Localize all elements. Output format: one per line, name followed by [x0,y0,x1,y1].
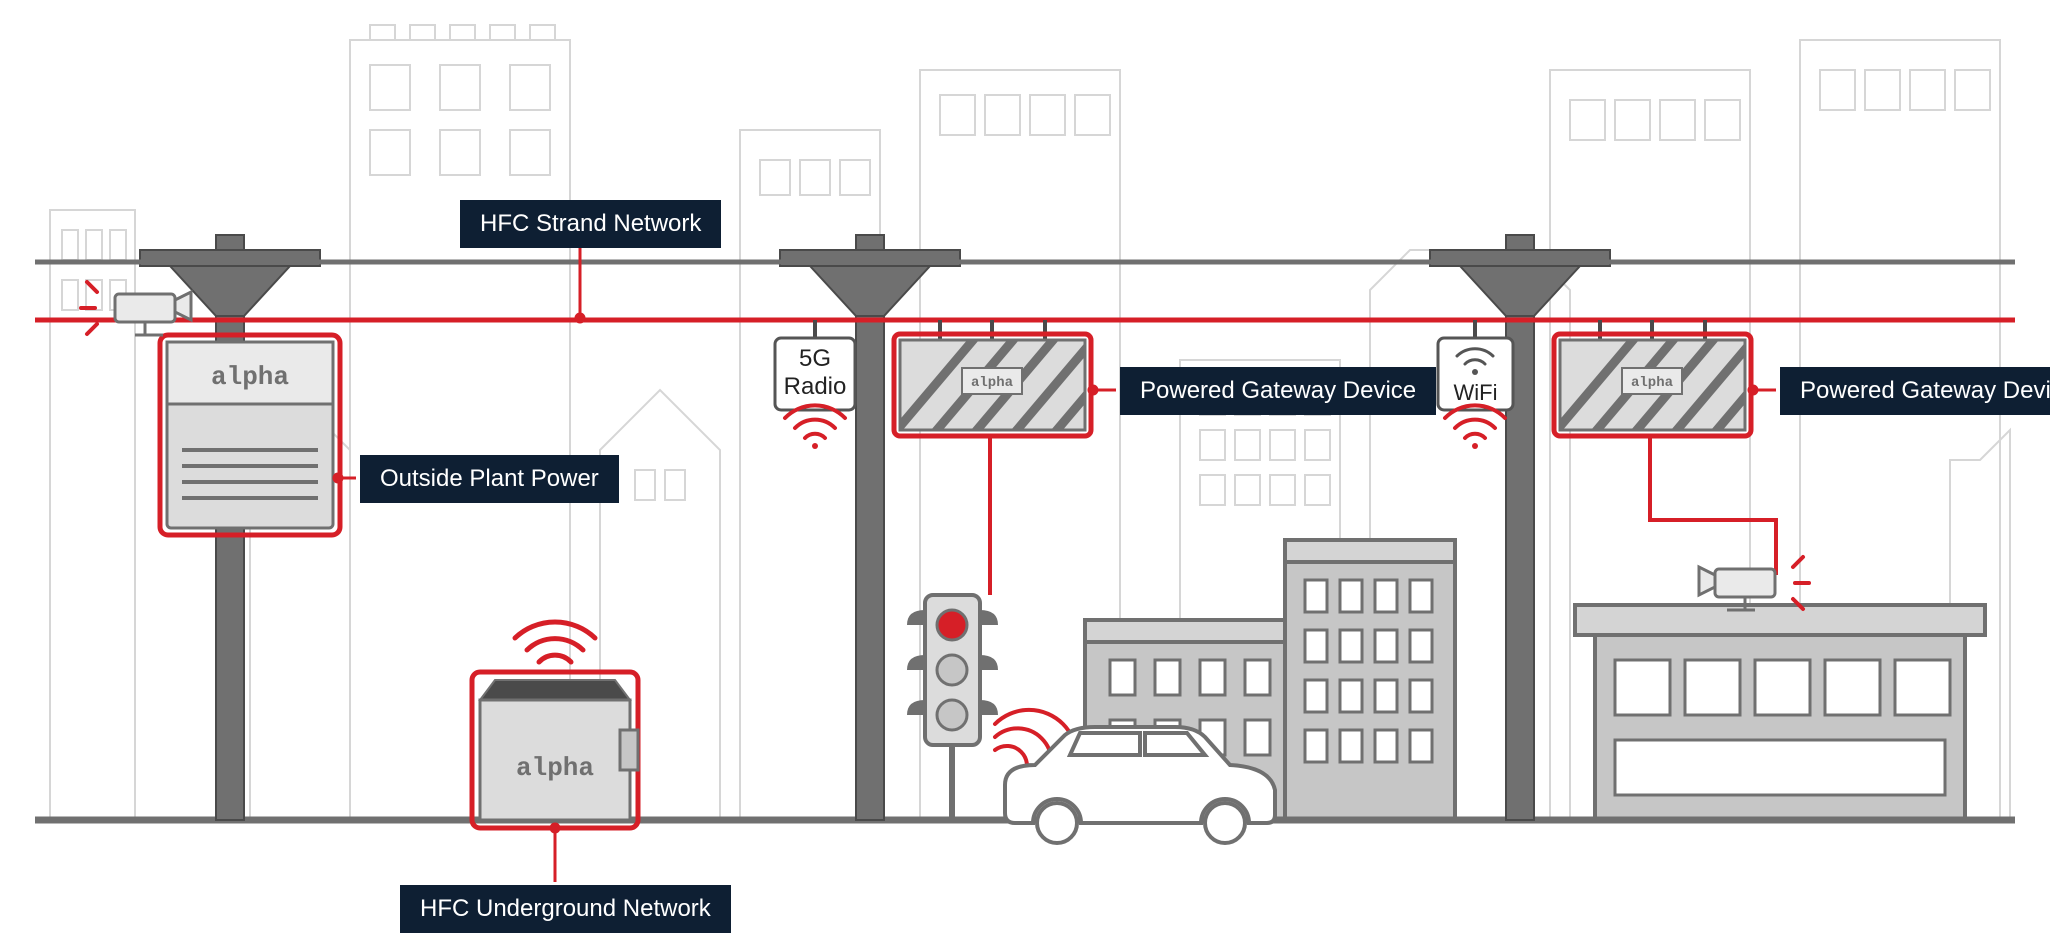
label-hfc-underground: HFC Underground Network [400,885,731,933]
radio-5g-box [775,320,855,449]
underground-cabinet: alpha [472,622,638,828]
svg-text:alpha: alpha [1631,375,1674,391]
label-gateway-1: Powered Gateway Device [1120,367,1436,415]
label-wifi: WiFi [1438,380,1513,406]
svg-text:alpha: alpha [516,753,594,783]
brand-text: alpha [211,362,289,392]
outside-plant-power-cabinet: alpha [160,335,340,535]
label-outside-plant-power: Outside Plant Power [360,455,619,503]
cable-line [1650,436,1776,575]
camera-icon [1699,557,1809,610]
svg-text:alpha: alpha [971,375,1014,391]
diagram-canvas: alpha [0,0,2050,950]
label-gateway-2: Powered Gateway Device [1780,367,2050,415]
gateway-device: alpha [880,320,1150,450]
label-hfc-strand: HFC Strand Network [460,200,721,248]
gateway-device: alpha [1540,320,1810,450]
